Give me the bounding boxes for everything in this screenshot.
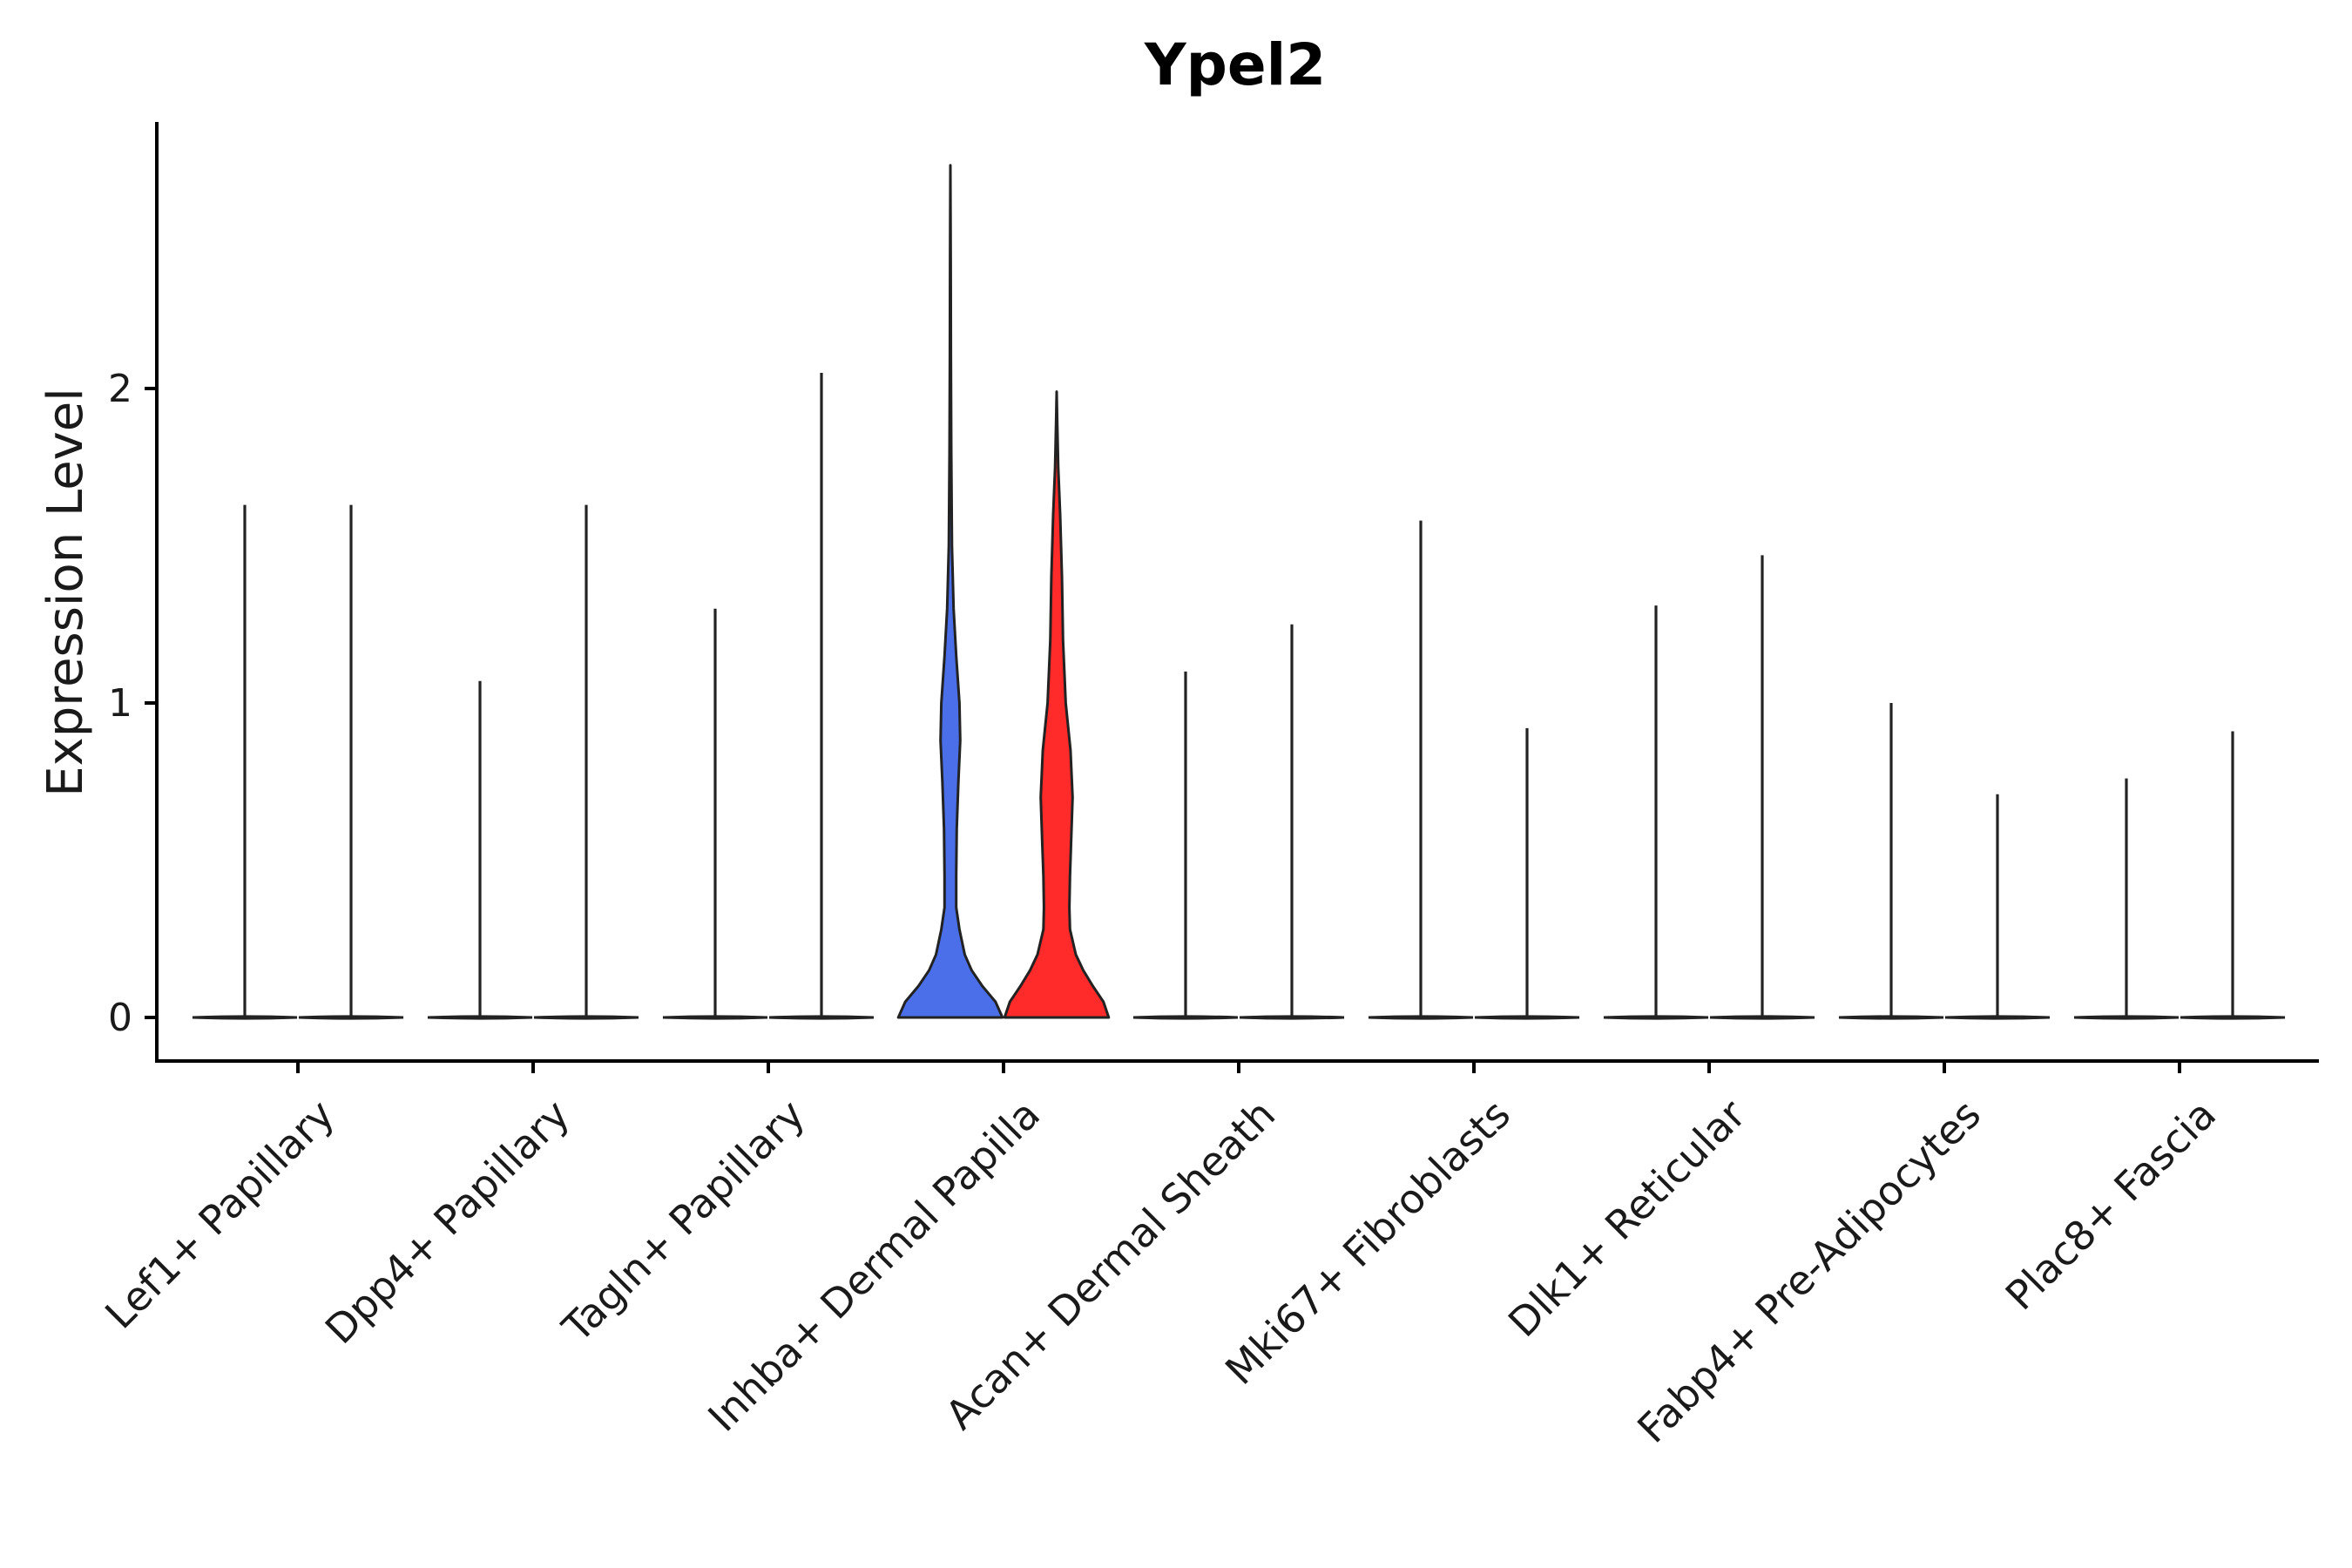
x-tick-label-plac8plus-fascia: Plac8+ Fascia — [1997, 1091, 2225, 1319]
violins-layer — [192, 164, 2286, 1020]
x-tick-label-dlk1plus-reticular: Dlk1+ Reticular — [1499, 1091, 1754, 1346]
x-tick-label-dpp4plus-papillary: Dpp4+ Papillary — [316, 1091, 578, 1353]
violin-inhbaplus-dermal-papilla-group-2 — [1003, 390, 1111, 1019]
y-tick-label-2: 2 — [108, 367, 132, 411]
violin-inhbaplus-dermal-papilla-group-1 — [896, 164, 1004, 1019]
x-tick-label-taglnplus-papillary: Tagln+ Papillary — [553, 1091, 814, 1352]
y-tick-label-1: 1 — [108, 681, 132, 726]
y-ticks: 0 1 2 — [108, 367, 157, 1040]
y-axis-label: Expression Level — [37, 388, 94, 797]
y-tick-label-0: 0 — [108, 996, 132, 1040]
x-tick-label-lef1plus-papillary: Lef1+ Papillary — [96, 1091, 343, 1338]
chart-title: Ypel2 — [1144, 31, 1326, 98]
